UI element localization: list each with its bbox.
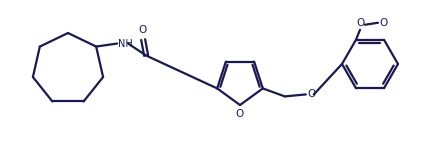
- Text: O: O: [308, 89, 316, 99]
- Text: O: O: [138, 25, 146, 35]
- Text: O: O: [236, 109, 244, 119]
- Text: O: O: [357, 18, 365, 28]
- Text: O: O: [379, 18, 387, 28]
- Text: NH: NH: [118, 39, 133, 49]
